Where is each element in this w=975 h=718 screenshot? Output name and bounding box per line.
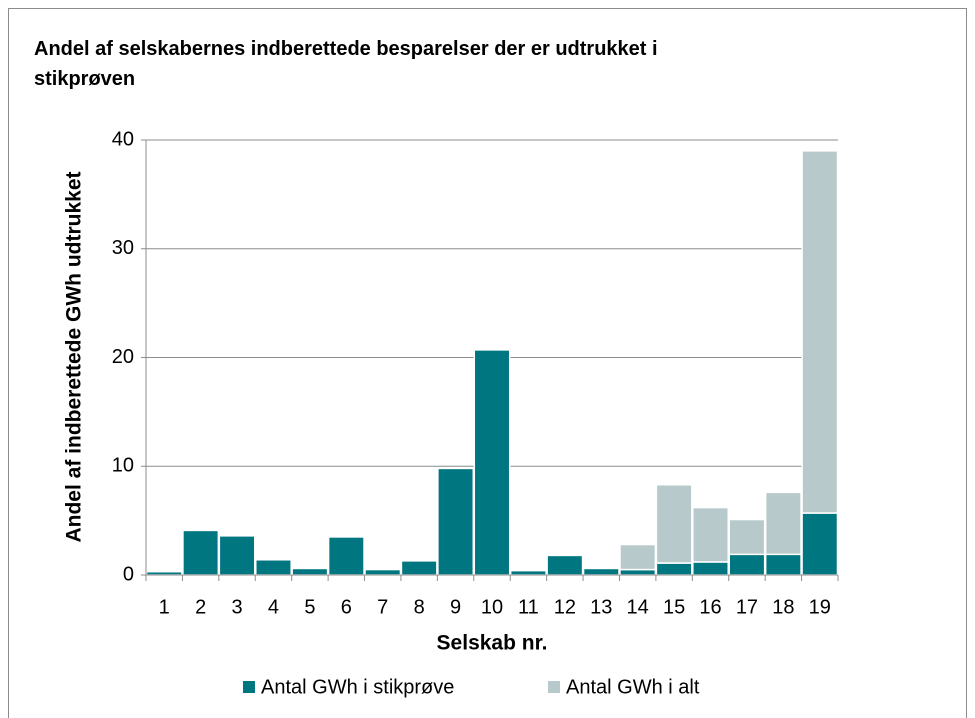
- bar-segment: [764, 491, 802, 556]
- bar-segment: [255, 559, 292, 576]
- bar-segment: [692, 561, 729, 576]
- x-tick-label: 17: [736, 596, 758, 618]
- y-tick-label: 40: [112, 128, 134, 150]
- bar-segment: [509, 569, 547, 576]
- x-tick-label: 18: [772, 596, 794, 618]
- legend-label: Antal GWh i alt: [566, 676, 700, 698]
- legend-swatch: [243, 681, 255, 693]
- x-tick-label: 2: [195, 596, 206, 618]
- bar-segment: [582, 567, 620, 576]
- x-tick-label: 12: [554, 596, 576, 618]
- y-tick-label: 30: [112, 237, 134, 259]
- x-tick-label: 5: [304, 596, 315, 618]
- x-tick-label: 1: [159, 596, 170, 618]
- bar-segment: [764, 553, 802, 576]
- x-tick-label: 9: [450, 596, 461, 618]
- bar-segment: [728, 553, 766, 576]
- bar-segment: [692, 506, 729, 563]
- legend-label: Antal GWh i stikprøve: [261, 676, 454, 698]
- bar-segment: [364, 568, 402, 576]
- x-tick-label: 10: [481, 596, 503, 618]
- bar-segment: [437, 467, 475, 576]
- x-axis-title: Selskab nr.: [437, 632, 548, 655]
- x-tick-label: 8: [414, 596, 425, 618]
- bar-segment: [400, 560, 438, 576]
- bar-segment: [327, 536, 365, 576]
- chart-title: Andel af selskabernes indberettede bespa…: [34, 38, 658, 90]
- y-tick-label: 10: [112, 455, 134, 477]
- bar-segment: [182, 529, 220, 576]
- x-tick-label: 15: [663, 596, 685, 618]
- x-tick-label: 7: [377, 596, 388, 618]
- x-tick-label: 19: [809, 596, 831, 618]
- y-tick-label: 20: [112, 346, 134, 368]
- bar-segment: [218, 535, 256, 576]
- bar-segment: [619, 543, 657, 571]
- title-box: Andel af selskabernes indberettede bespa…: [34, 38, 658, 90]
- bar-segment: [728, 518, 766, 556]
- legend-swatch: [548, 681, 560, 693]
- x-tick-label: 14: [627, 596, 649, 618]
- x-tick-label: 13: [590, 596, 612, 618]
- bar-segment: [546, 554, 584, 576]
- y-tick-label: 0: [123, 563, 134, 585]
- bar-segment: [801, 512, 839, 576]
- y-axis-title: Andel af indberettede GWh udtrukket: [63, 171, 86, 542]
- bar-segment: [619, 568, 657, 576]
- x-tick-label: 4: [268, 596, 279, 618]
- bar-segment: [801, 150, 839, 514]
- x-tick-label: 6: [341, 596, 352, 618]
- bar-segment: [291, 567, 329, 576]
- bar-segment: [473, 349, 511, 576]
- bar-segment: [655, 483, 693, 564]
- x-tick-label: 16: [699, 596, 721, 618]
- bar-segment: [655, 562, 693, 576]
- x-tick-label: 3: [231, 596, 242, 618]
- x-tick-label: 11: [518, 596, 539, 618]
